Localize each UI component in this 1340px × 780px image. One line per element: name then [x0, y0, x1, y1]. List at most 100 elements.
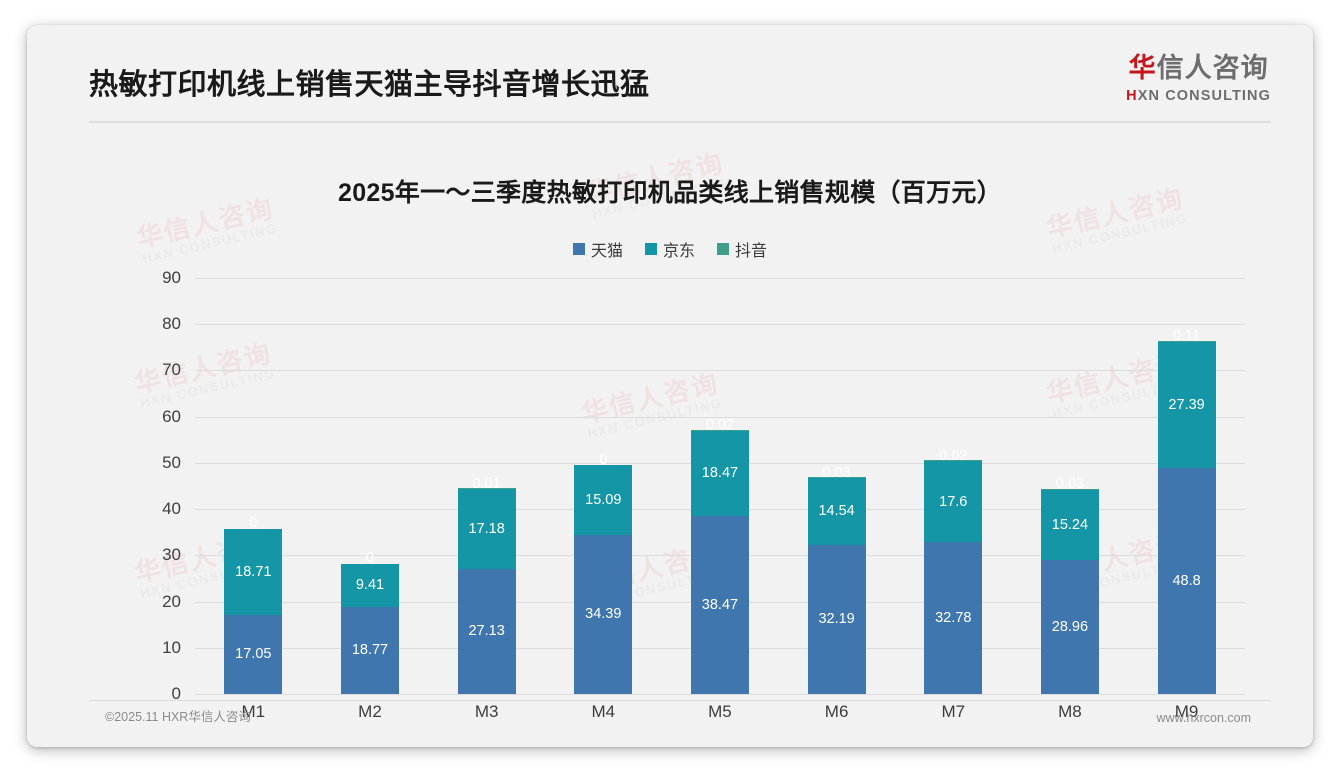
bar-value-label: 38.47: [701, 596, 739, 613]
legend-item-京东[interactable]: 京东: [644, 237, 695, 261]
bar-segment-京东-M6[interactable]: 14.54: [807, 478, 866, 546]
bar-segment-抖音-M8[interactable]: 0.03: [1040, 477, 1099, 491]
bar-value-label: 17.6: [939, 493, 968, 510]
bar-segment-天猫-M2[interactable]: 18.77: [340, 607, 399, 694]
bar-segment-天猫-M9[interactable]: 48.8: [1157, 468, 1216, 694]
bar-value-label: 28.96: [1051, 618, 1089, 635]
legend-item-天猫[interactable]: 天猫: [572, 237, 623, 261]
bar-value-label: 34.39: [585, 606, 622, 623]
bar-group-M2[interactable]: 0 9.41 18.77: [340, 278, 399, 694]
bar-segment-天猫-M6[interactable]: 32.19: [807, 545, 866, 694]
x-axis-tick-label: M7: [941, 702, 966, 721]
bar-value-label: 9.41: [355, 577, 385, 594]
bar-segment-抖音-M7[interactable]: 0.02: [924, 449, 983, 463]
gridline: 70: [162, 360, 1245, 379]
bar-value-label: 0.03: [822, 464, 851, 481]
bar-value-label: 18.47: [701, 465, 739, 482]
footer-website: www.hxrcon.com: [1156, 711, 1251, 725]
x-axis-tick-label: M9: [1174, 702, 1199, 721]
bar-value-label: 0.03: [1055, 476, 1085, 493]
y-axis-tick-label: 0: [171, 684, 181, 703]
legend-swatch-icon: [572, 243, 585, 255]
bar-value-label: 0.02: [705, 417, 735, 434]
bar-segment-天猫-M7[interactable]: 32.78: [924, 542, 983, 694]
chart-plot-area: 90 80 70 60 50 40 30 20 10 0 0 18.71 17.05 0 9.41 18.7…: [162, 268, 1245, 721]
logo-chinese: 华信人咨询: [1126, 55, 1271, 82]
x-axis-tick-label: M5: [708, 702, 732, 721]
bar-segment-京东-M4[interactable]: 15.09: [574, 465, 633, 536]
bar-value-label: 17.18: [468, 520, 505, 537]
bar-value-label: 14.54: [818, 503, 855, 520]
page-title: 热敏打印机线上销售天猫主导抖音增长迅猛: [89, 69, 650, 101]
logo-chinese-rest: 信人咨询: [1156, 53, 1269, 83]
bar-value-label: 0.11: [1173, 328, 1201, 345]
bar-value-label: 0.01: [472, 475, 501, 492]
legend-label: 京东: [662, 243, 695, 260]
logo-chinese-accent: 华: [1128, 53, 1157, 83]
x-axis-tick-label: M1: [241, 702, 266, 721]
bar-segment-京东-M3[interactable]: 17.18: [457, 489, 516, 569]
bar-segment-抖音-M6[interactable]: 0.03: [807, 466, 866, 480]
bar-segment-天猫-M5[interactable]: 38.47: [690, 516, 749, 694]
bar-value-label: 0.02: [939, 447, 968, 464]
gridline: 60: [162, 407, 1245, 426]
bar-group-M4[interactable]: 0 15.09 34.39: [574, 278, 633, 694]
bar-group-M9[interactable]: 0.11 27.39 48.8: [1157, 278, 1216, 694]
bar-segment-天猫-M8[interactable]: 28.96: [1040, 560, 1099, 694]
bar-value-label: 17.05: [235, 646, 272, 663]
bar-group-M3[interactable]: 0.01 17.18 27.13: [457, 278, 516, 694]
bar-value-label: 15.09: [585, 491, 622, 508]
bar-segment-抖音-M5[interactable]: 0.02: [690, 418, 749, 432]
bar-segment-抖音-M3[interactable]: 0.01: [457, 477, 516, 491]
bar-segment-京东-M8[interactable]: 15.24: [1040, 489, 1099, 561]
legend-label: 天猫: [590, 243, 623, 260]
bar-segment-京东-M2[interactable]: 9.41: [340, 563, 399, 608]
chart-legend: 天猫 京东 抖音: [27, 237, 1313, 261]
bar-group-M7[interactable]: 0.02 17.6 32.78: [924, 278, 983, 694]
x-axis-tick-label: M6: [824, 702, 849, 721]
legend-item-抖音[interactable]: 抖音: [717, 237, 767, 261]
y-axis-tick-label: 50: [162, 452, 181, 472]
bar-group-M8[interactable]: 0.03 15.24 28.96: [1040, 278, 1099, 694]
bar-value-label: 15.24: [1051, 516, 1089, 533]
bar-value-label: 48.8: [1172, 572, 1201, 589]
y-axis-tick-label: 10: [162, 637, 181, 657]
y-axis-tick-label: 30: [162, 545, 181, 565]
logo-english: HXN CONSULTING: [1126, 89, 1271, 104]
logo-english-rest: XN CONSULTING: [1137, 88, 1271, 104]
y-axis-tick-label: 80: [162, 314, 181, 334]
bar-value-label: 32.19: [818, 611, 855, 628]
bar-value-label: 27.13: [468, 623, 505, 640]
gridline: 80: [162, 314, 1245, 333]
bar-value-label: 0: [365, 550, 375, 567]
slide-header: 热敏打印机线上销售天猫主导抖音增长迅猛 华信人咨询 HXN CONSULTING: [27, 25, 1313, 121]
x-axis: M1 M2 M3 M4 M5 M6 M7 M8 M9: [195, 694, 1245, 730]
bar-group-M6[interactable]: 0.03 14.54 32.19: [807, 278, 866, 694]
bar-value-label: 18.77: [351, 642, 389, 659]
x-axis-tick-label: M4: [591, 702, 616, 721]
legend-swatch-icon: [717, 243, 729, 255]
bar-segment-京东-M7[interactable]: 17.6: [924, 461, 983, 543]
bar-value-label: 0: [249, 515, 258, 532]
bar-segment-京东-M9[interactable]: 27.39: [1157, 341, 1216, 469]
bar-value-label: 27.39: [1168, 396, 1205, 413]
slide: 华信人咨询 HXN CONSULTING 华信人咨询 HXN CONSULTIN…: [27, 25, 1313, 747]
bar-segment-京东-M1[interactable]: 18.71: [224, 528, 283, 616]
gridline: 0: [172, 684, 1245, 703]
bar-segment-天猫-M4[interactable]: 34.39: [574, 535, 633, 694]
bar-group-M5[interactable]: 0.02 18.47 38.47: [690, 278, 749, 694]
bar-value-label: 32.78: [935, 609, 972, 626]
bar-segment-京东-M5[interactable]: 18.47: [690, 430, 749, 517]
footer-copyright: ©2025.11 HXR华信人咨询: [105, 710, 251, 724]
bar-segment-天猫-M3[interactable]: 27.13: [457, 568, 516, 694]
bar-segment-抖音-M9[interactable]: 0.11: [1157, 329, 1216, 343]
legend-swatch-icon: [644, 243, 657, 255]
bar-segment-天猫-M1[interactable]: 17.05: [224, 615, 283, 694]
logo-english-accent: H: [1126, 88, 1138, 104]
x-axis-tick-label: M8: [1058, 702, 1082, 721]
bar-group-M1[interactable]: 0 18.71 17.05: [224, 278, 283, 694]
y-axis-tick-label: 60: [162, 406, 181, 426]
header-divider: [89, 121, 1271, 123]
x-axis-tick-label: M2: [358, 702, 382, 721]
footer-divider: [89, 700, 1271, 701]
